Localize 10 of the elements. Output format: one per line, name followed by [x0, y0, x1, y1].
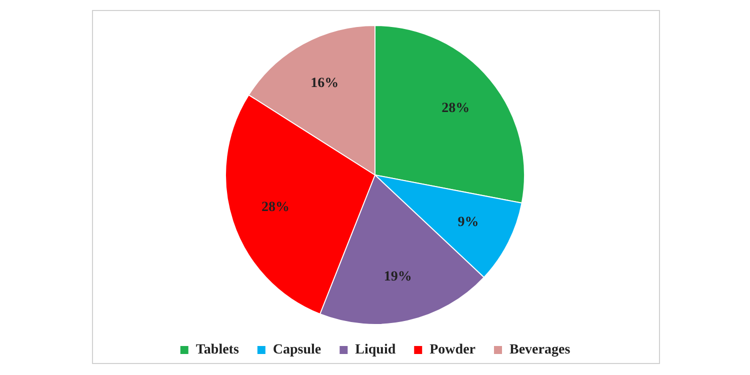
data-label: 28% [261, 200, 290, 215]
legend-label: Powder [430, 342, 476, 358]
data-label: 16% [310, 76, 339, 91]
legend-label: Beverages [510, 342, 571, 358]
legend-label: Tablets [196, 342, 240, 358]
legend-label: Capsule [272, 342, 322, 358]
data-label: 19% [384, 270, 412, 285]
data-label: 28% [442, 100, 470, 116]
legend-label: Liquid [355, 342, 396, 358]
data-label: 9% [458, 215, 479, 230]
